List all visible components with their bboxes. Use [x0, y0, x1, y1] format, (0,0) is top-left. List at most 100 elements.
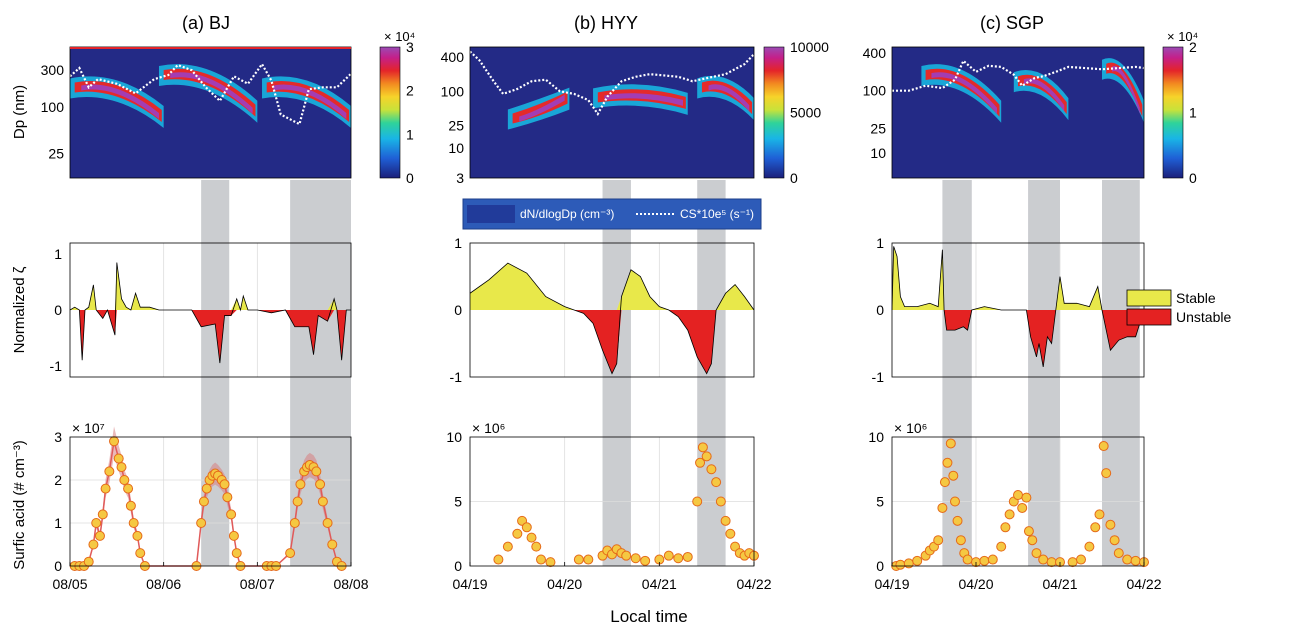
- sa-point-sgp-29: [1027, 535, 1038, 546]
- sa-tick-hyy-0: 0: [454, 558, 462, 574]
- xi-tick-hyy-1: 0: [454, 302, 462, 318]
- sa-point-sgp-8: [937, 502, 948, 513]
- colorbar-tick-sgp-2: 2: [1189, 39, 1197, 55]
- xi-tick-sgp-0: -1: [872, 369, 885, 385]
- sa-tick-sgp-1: 5: [876, 494, 884, 510]
- sa-point-bj-13: [119, 475, 130, 485]
- sa-point-hyy-22: [682, 551, 693, 562]
- sa-point-sgp-37: [1090, 522, 1101, 533]
- size-tick-sgp-2: 100: [863, 83, 887, 99]
- sa-point-sgp-12: [948, 470, 959, 481]
- colorbar-tick-sgp-0: 0: [1189, 170, 1197, 186]
- heat-band-core-bj-1: [170, 72, 253, 114]
- colorbar-gradient-sgp: [1162, 46, 1184, 179]
- heat-band-core-sgp-2: [1112, 66, 1140, 114]
- heat-band-core-bj-2: [273, 84, 347, 119]
- colorbar-tick-hyy-0: 0: [790, 170, 798, 186]
- sa-point-sgp-41: [1105, 519, 1116, 530]
- sa-point-bj-48: [317, 496, 328, 507]
- xi-panel-sgp: -1 0 1: [872, 235, 1145, 385]
- sa-point-hyy-2: [512, 528, 523, 539]
- colorbar-tick-bj-2: 2: [406, 83, 414, 99]
- sa-tick-hyy-1: 5: [454, 494, 462, 510]
- heatmap-frame-sgp: [891, 46, 1145, 179]
- sa-point-hyy-10: [583, 554, 594, 565]
- sa-point-sgp-13: [950, 496, 960, 507]
- colorbar-bj: 0 1 2 3× 10⁴: [379, 29, 415, 186]
- sa-panel-sgp: 0 5 10 × 10⁶ 04/19 04/20 04/21 04/22: [868, 420, 1161, 592]
- size-tick-hyy-2: 25: [448, 118, 464, 134]
- heatmap-hyy: 3 10 25 100 400: [441, 46, 755, 186]
- xi-panel-bj: -1 0 1: [50, 242, 352, 378]
- xi-line-bj: [69, 262, 351, 364]
- sa-point-sgp-30: [1031, 548, 1042, 559]
- sa-band-bj: [74, 426, 342, 566]
- cs-line-hyy: [470, 50, 754, 117]
- sa-point-hyy-16: [621, 550, 632, 561]
- sa-point-sgp-9: [939, 477, 950, 488]
- sa-point-hyy-18: [640, 555, 651, 566]
- sa-point-sgp-20: [987, 554, 998, 565]
- cs-line-bj: [70, 62, 351, 126]
- sa-point-bj-8: [100, 483, 111, 494]
- sa-frame-bj: [69, 436, 352, 567]
- sa-exponent-bj: × 10⁷: [72, 420, 105, 436]
- sa-point-sgp-40: [1101, 468, 1112, 479]
- sa-point-sgp-15: [955, 535, 966, 546]
- sa-point-sgp-3: [912, 555, 923, 566]
- sa-point-sgp-42: [1109, 535, 1120, 546]
- size-tick-bj-0: 25: [48, 145, 64, 161]
- sa-point-bj-15: [125, 500, 136, 511]
- size-tick-bj-1: 100: [41, 99, 65, 115]
- sa-point-hyy-23: [692, 496, 703, 507]
- size-tick-hyy-4: 400: [441, 49, 465, 65]
- x-tick-sgp-0: 04/19: [874, 576, 909, 592]
- cs-line-sgp: [892, 59, 1144, 92]
- sa-point-hyy-7: [536, 554, 546, 565]
- sa-point-bj-49: [322, 518, 333, 528]
- sa-point-sgp-38: [1094, 509, 1105, 520]
- sa-point-sgp-32: [1046, 557, 1057, 568]
- xi-unstable-area-sgp: [892, 310, 1144, 367]
- sa-point-hyy-8: [545, 557, 556, 568]
- sa-point-hyy-29: [715, 496, 726, 507]
- xlabel-common: Local time: [610, 607, 687, 626]
- heatmap-bg-bj: [70, 47, 351, 178]
- xi-tick-sgp-2: 1: [876, 235, 884, 251]
- xi-tick-sgp-1: 0: [876, 302, 884, 318]
- x-tick-hyy-3: 04/22: [736, 576, 771, 592]
- sa-point-sgp-43: [1113, 548, 1124, 559]
- dndp-legend: dN/dlogDp (cm⁻³) CS*10e⁵ (s⁻¹): [462, 198, 762, 230]
- ylabel-sa: Surfic acid (# cm⁻³): [11, 440, 28, 570]
- sa-point-bj-31: [226, 509, 237, 520]
- sa-point-bj-14: [123, 483, 134, 494]
- size-tick-hyy-3: 100: [441, 83, 465, 99]
- sa-tick-bj-2: 2: [54, 472, 62, 488]
- sa-point-sgp-31: [1038, 554, 1049, 565]
- ylabel-size: Dp (nm): [11, 85, 28, 139]
- heat-band-mid-sgp-1: [1018, 74, 1067, 115]
- colorbar-tick-hyy-1: 5000: [790, 105, 821, 121]
- sa-tick-hyy-2: 10: [446, 429, 462, 445]
- xi-panel-hyy: -1 0 1: [450, 235, 755, 385]
- xi-frame-hyy: [469, 242, 755, 378]
- sa-point-bj-39: [289, 518, 300, 528]
- sa-point-sgp-1: [895, 559, 906, 570]
- heatmap-sgp: 10 25 100 400: [863, 45, 1145, 179]
- xi-tick-bj-1: 0: [54, 302, 62, 318]
- xi-stable-area-hyy: [470, 263, 754, 310]
- sa-point-hyy-1: [502, 541, 513, 552]
- sa-frame-sgp: [891, 436, 1145, 567]
- x-tick-hyy-1: 04/20: [547, 576, 582, 592]
- sa-point-bj-7: [97, 509, 108, 520]
- sa-point-hyy-26: [701, 451, 712, 462]
- size-tick-hyy-0: 3: [456, 170, 464, 186]
- sa-point-hyy-27: [706, 464, 717, 475]
- sa-exponent-hyy: × 10⁶: [472, 420, 505, 436]
- size-tick-bj-2: 300: [41, 62, 65, 78]
- x-tick-sgp-3: 04/22: [1126, 576, 1161, 592]
- sa-point-bj-38: [285, 548, 296, 559]
- sa-point-bj-17: [132, 530, 143, 541]
- xi-line-hyy: [469, 262, 755, 375]
- x-tick-hyy-0: 04/19: [452, 576, 487, 592]
